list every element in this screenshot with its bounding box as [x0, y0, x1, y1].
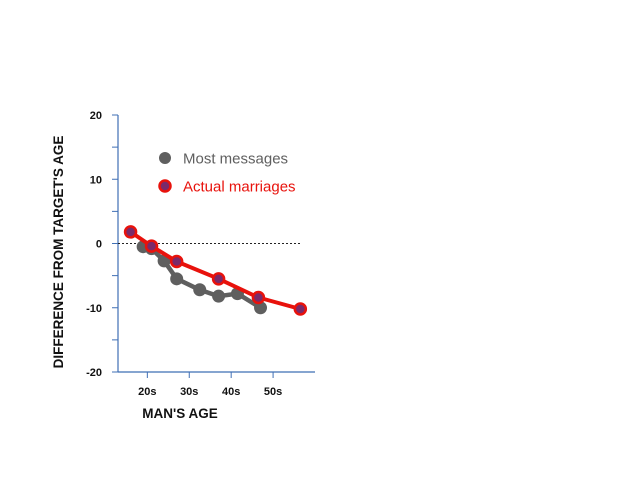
data-point: [211, 272, 226, 286]
data-point: [251, 290, 266, 305]
series-most-messages: [136, 240, 268, 315]
y-tick-label: 20: [90, 110, 102, 122]
x-tick-label: 30s: [180, 386, 198, 398]
data-point: [169, 254, 184, 269]
data-point: [170, 272, 184, 286]
y-tick-label: -20: [86, 367, 102, 379]
legend-marker: [158, 179, 172, 193]
series-layer: [123, 225, 308, 316]
y-tick-label: 10: [90, 174, 102, 186]
y-axis-label: DIFFERENCE FROM TARGET'S AGE: [51, 136, 66, 369]
axes: 20 10 0 -10 -20 20s 30s 40s 50s: [86, 110, 315, 398]
data-point: [193, 283, 207, 297]
x-tick-label: 20s: [138, 386, 156, 398]
legend-label: Most messages: [183, 151, 288, 168]
y-tick-label: 0: [96, 239, 102, 251]
legend-marker: [159, 152, 171, 164]
x-tick-label: 40s: [222, 386, 240, 398]
series-actual-marriages: [123, 225, 308, 316]
data-point: [144, 239, 159, 253]
y-tick-label: -10: [86, 303, 102, 315]
legend-label: Actual marriages: [183, 179, 296, 196]
data-point: [123, 225, 138, 239]
x-axis-label: MAN'S AGE: [142, 406, 217, 421]
legend: Most messages Actual marriages: [158, 151, 296, 196]
data-point: [212, 289, 226, 303]
data-point: [293, 302, 308, 316]
x-tick-label: 50s: [264, 386, 282, 398]
